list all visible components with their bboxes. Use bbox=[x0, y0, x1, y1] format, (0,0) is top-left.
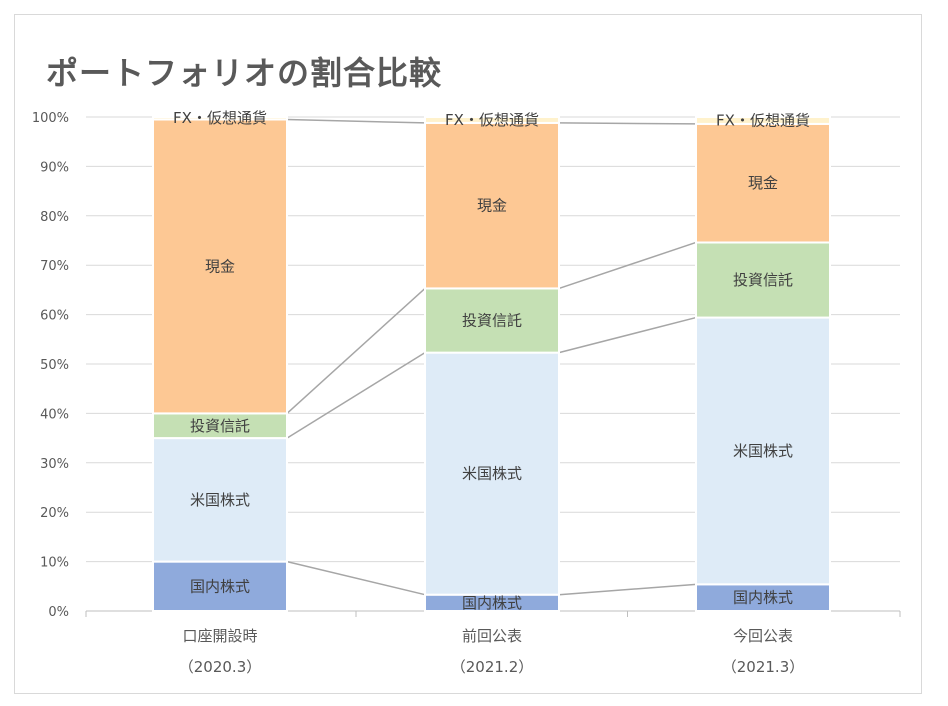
bar-segment bbox=[424, 287, 560, 354]
bar-segment bbox=[152, 118, 288, 415]
bar-segment bbox=[424, 351, 560, 596]
segment-label: 米国株式 bbox=[190, 491, 250, 509]
bar-segment bbox=[152, 116, 288, 121]
category-sublabel: （2020.3） bbox=[179, 658, 262, 676]
bar-segment bbox=[695, 122, 831, 244]
category-label: 口座開設時 bbox=[182, 627, 257, 645]
segment-label: 国内株式 bbox=[190, 577, 250, 595]
segment-label: 投資信託 bbox=[190, 417, 250, 435]
segment-label: 現金 bbox=[205, 257, 235, 275]
segment-label: 投資信託 bbox=[733, 271, 793, 289]
bar-segment bbox=[695, 316, 831, 586]
y-tick-label: 10% bbox=[40, 556, 69, 571]
y-tick-label: 100% bbox=[32, 111, 69, 126]
series-line bbox=[286, 352, 426, 439]
segment-label: FX・仮想通貨 bbox=[173, 109, 267, 127]
category-label: 前回公表 bbox=[462, 627, 522, 645]
category-sublabel: （2021.2） bbox=[451, 658, 534, 676]
segment-label: 米国株式 bbox=[462, 465, 522, 483]
segment-label: 米国株式 bbox=[733, 442, 793, 460]
bar-segment bbox=[695, 241, 831, 319]
series-line bbox=[286, 560, 426, 596]
category-sublabel: （2021.3） bbox=[722, 658, 805, 676]
series-line bbox=[558, 241, 697, 290]
y-tick-label: 70% bbox=[40, 259, 69, 274]
segment-label: 投資信託 bbox=[462, 312, 522, 330]
category-label: 今回公表 bbox=[733, 627, 793, 645]
segment-label: 現金 bbox=[477, 197, 507, 215]
series-line bbox=[558, 122, 697, 125]
y-tick-label: 40% bbox=[40, 407, 69, 422]
segment-label: 国内株式 bbox=[462, 594, 522, 612]
segment-label: FX・仮想通貨 bbox=[445, 111, 539, 129]
y-tick-label: 80% bbox=[40, 210, 69, 225]
series-line bbox=[286, 118, 426, 124]
y-tick-label: 0% bbox=[48, 605, 69, 620]
bar-segment bbox=[695, 116, 831, 125]
y-tick-label: 20% bbox=[40, 506, 69, 521]
y-tick-label: 50% bbox=[40, 358, 69, 373]
series-line bbox=[558, 316, 697, 354]
bar-segment bbox=[152, 412, 288, 440]
bar-segment bbox=[424, 116, 560, 124]
segment-label: 現金 bbox=[748, 174, 778, 192]
y-tick-label: 30% bbox=[40, 457, 69, 472]
segment-label: FX・仮想通貨 bbox=[716, 111, 810, 129]
segment-label: 国内株式 bbox=[733, 589, 793, 607]
bar-segment bbox=[152, 560, 288, 612]
series-line bbox=[558, 583, 697, 596]
y-tick-label: 60% bbox=[40, 309, 69, 324]
series-line bbox=[286, 287, 426, 414]
chart-title: ポートフォリオの割合比較 bbox=[46, 54, 443, 92]
y-tick-label: 90% bbox=[40, 160, 69, 175]
